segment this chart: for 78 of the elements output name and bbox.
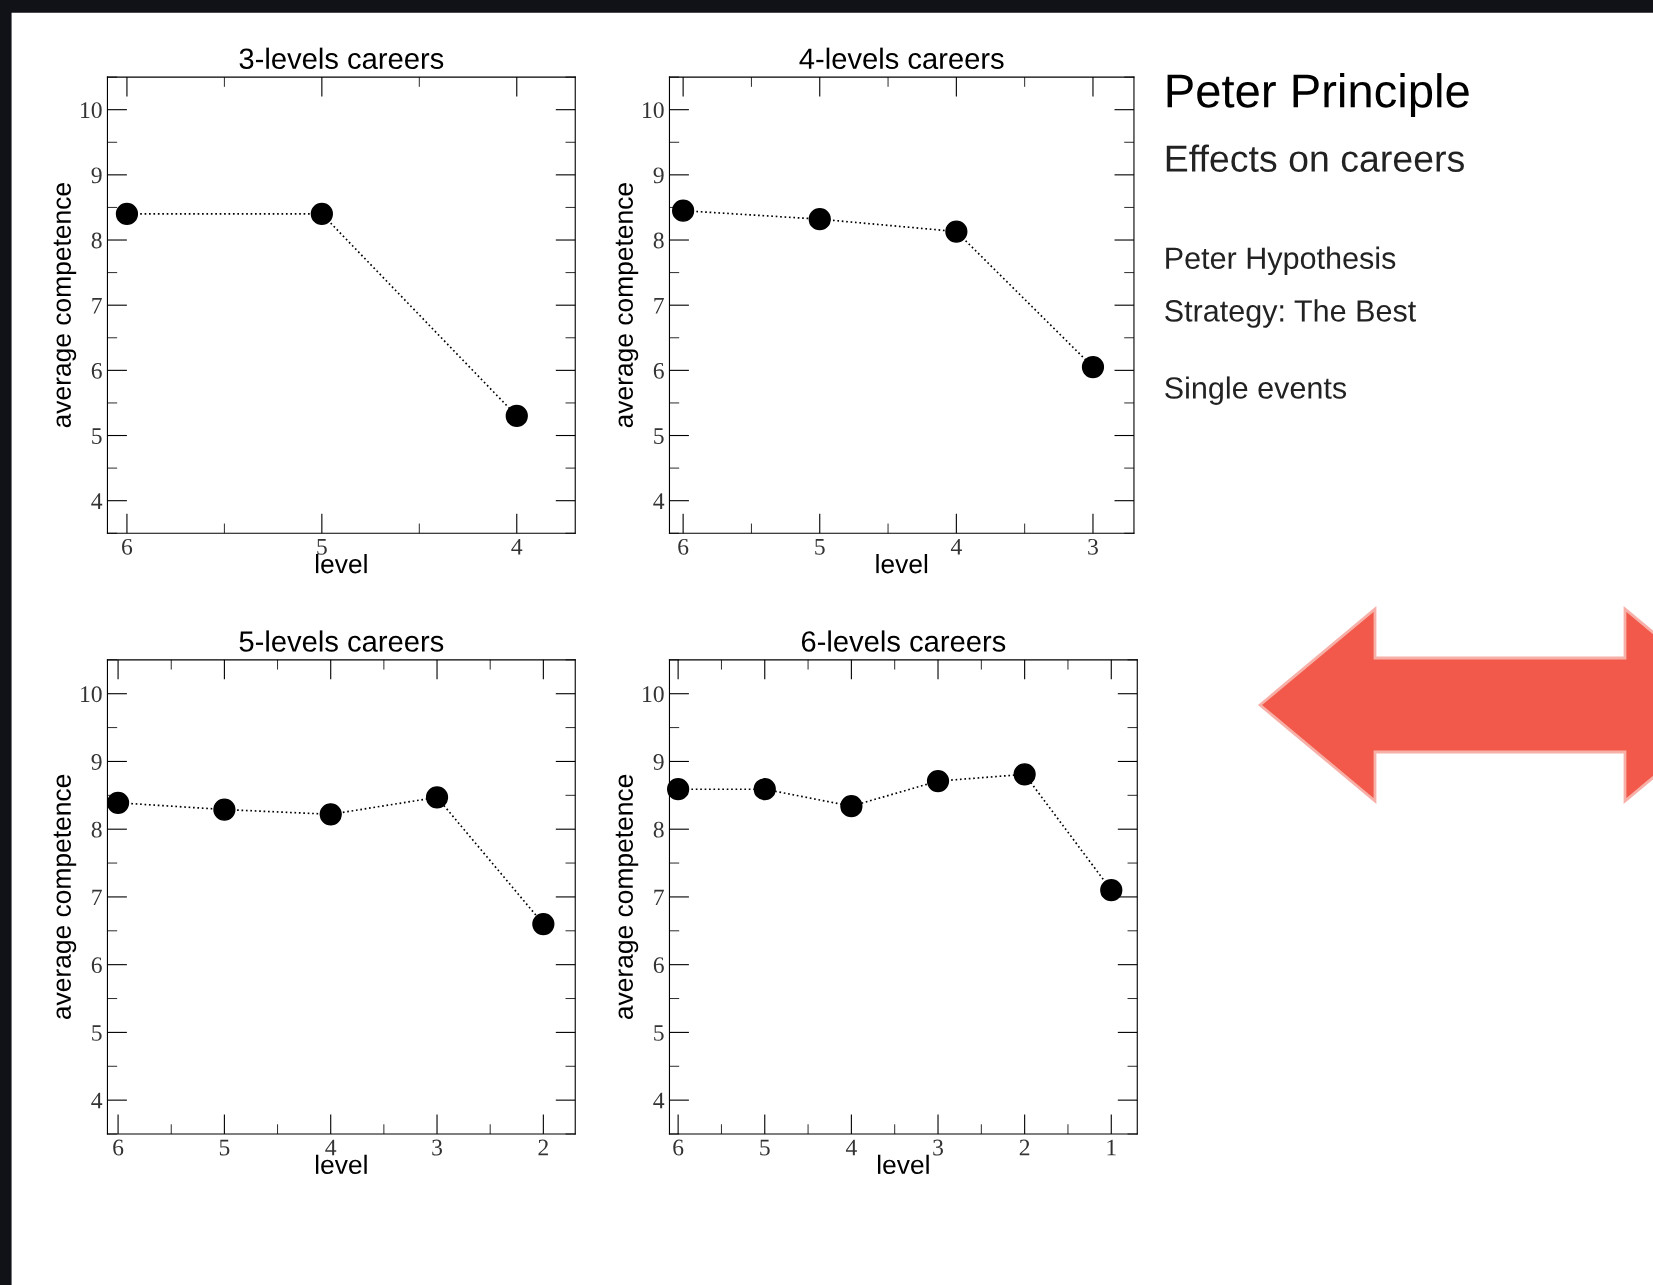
y-tick-label: 6 xyxy=(653,362,664,379)
text: Single events xyxy=(1165,376,1347,405)
y-axis-title: average competence xyxy=(53,183,77,428)
y-tick-label: 7 xyxy=(92,297,102,314)
point xyxy=(753,778,776,801)
x-tick-label: 2 xyxy=(1019,1139,1030,1156)
y-tick-label: 10 xyxy=(643,686,664,703)
x-axis-title: level xyxy=(315,1154,367,1175)
y-tick-label: 7 xyxy=(92,889,102,906)
y-tick-label: 6 xyxy=(91,957,102,974)
x-tick-label: 5 xyxy=(219,1139,230,1156)
x-tick-label: 3 xyxy=(432,1139,443,1156)
y-tick-label: 4 xyxy=(653,1092,665,1109)
point xyxy=(425,786,449,809)
y-tick-label: 8 xyxy=(653,232,664,249)
y-tick-label: 9 xyxy=(653,754,664,770)
point xyxy=(672,199,695,222)
y-tick-label: 9 xyxy=(91,167,102,184)
point xyxy=(1013,763,1036,786)
point xyxy=(1081,355,1105,379)
point xyxy=(1100,879,1123,902)
point xyxy=(926,769,950,793)
text: Effects on careers xyxy=(1166,144,1464,172)
point xyxy=(213,798,236,821)
point xyxy=(808,208,831,231)
chart-title: 6-levels careers xyxy=(801,630,1006,652)
y-tick-label: 8 xyxy=(653,821,664,838)
y-tick-label: 4 xyxy=(91,493,103,509)
x-tick-label: 4 xyxy=(325,1139,337,1156)
x-tick-label: 6 xyxy=(673,1139,684,1156)
point xyxy=(945,220,968,243)
x-tick-label: 3 xyxy=(1088,538,1098,555)
y-tick-label: 4 xyxy=(653,493,665,509)
x-axis-title: level xyxy=(315,553,367,574)
y-axis-title: average competence xyxy=(615,774,639,1020)
y-axis-title: average competence xyxy=(615,183,639,428)
x-tick-label: 6 xyxy=(113,1139,124,1156)
y-tick-label: 10 xyxy=(643,102,664,119)
text: Peter Principle xyxy=(1167,73,1469,118)
chart-title: 3-levels careers xyxy=(239,47,444,70)
x-tick-label: 5 xyxy=(317,539,327,555)
x-tick-label: 5 xyxy=(815,539,825,555)
y-tick-label: 8 xyxy=(91,232,102,249)
y-tick-label: 8 xyxy=(91,821,102,838)
y-tick-label: 6 xyxy=(653,957,664,974)
x-tick-label: 4 xyxy=(511,538,523,555)
x-tick-label: 2 xyxy=(538,1139,548,1156)
y-tick-label: 10 xyxy=(81,102,102,119)
text: Peter Hypothesis xyxy=(1166,246,1396,276)
y-tick-label: 6 xyxy=(91,362,102,379)
y-tick-label: 9 xyxy=(653,167,664,184)
point xyxy=(106,791,130,814)
point xyxy=(667,778,690,801)
x-tick-label: 3 xyxy=(933,1139,943,1156)
x-tick-label: 1 xyxy=(1107,1139,1116,1156)
x-tick-label: 5 xyxy=(760,1139,770,1156)
y-tick-label: 7 xyxy=(654,889,664,906)
chart-title: 4-levels careers xyxy=(799,47,1004,70)
y-tick-label: 7 xyxy=(654,297,664,314)
y-tick-label: 5 xyxy=(654,1025,664,1041)
point xyxy=(319,803,342,826)
chart-title: 5-levels careers xyxy=(239,630,444,652)
x-tick-label: 6 xyxy=(678,538,689,555)
point xyxy=(532,912,555,936)
x-tick-label: 4 xyxy=(950,538,962,555)
y-tick-label: 9 xyxy=(91,754,102,770)
point xyxy=(840,795,863,818)
y-tick-label: 5 xyxy=(654,428,664,444)
text: Strategy: The Best xyxy=(1165,299,1417,328)
x-axis-title: level xyxy=(876,553,928,574)
y-tick-label: 5 xyxy=(92,1025,102,1041)
x-tick-label: 6 xyxy=(122,538,133,555)
y-tick-label: 4 xyxy=(91,1092,103,1109)
x-axis-title: level xyxy=(878,1154,929,1175)
y-tick-label: 10 xyxy=(81,686,102,703)
x-tick-label: 4 xyxy=(845,1139,857,1156)
y-tick-label: 5 xyxy=(92,428,102,444)
y-axis-title: average competence xyxy=(53,774,77,1020)
